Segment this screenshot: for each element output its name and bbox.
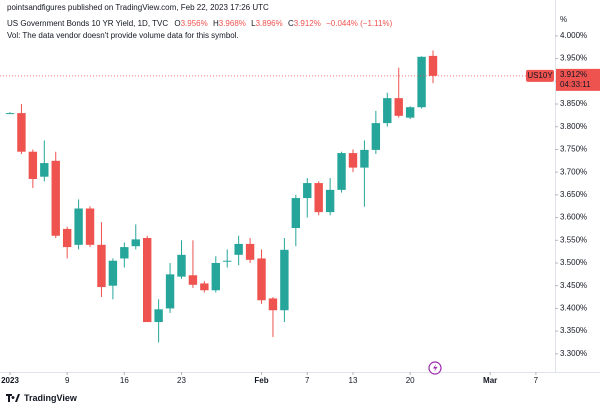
x-tick-label: 9 bbox=[65, 376, 70, 385]
candle-body bbox=[360, 149, 369, 168]
l-val: 3.896% bbox=[256, 19, 283, 28]
x-tick-label: 7 bbox=[534, 376, 539, 385]
y-tick-label: 3.400% bbox=[560, 304, 587, 313]
candle-body bbox=[325, 189, 335, 213]
o-val: 3.956% bbox=[181, 19, 208, 28]
logo-text: TradingView bbox=[24, 393, 78, 403]
y-tick-label: 3.950% bbox=[560, 54, 587, 63]
candle-body bbox=[223, 260, 232, 262]
h-key: H bbox=[213, 19, 219, 28]
x-tick-label: Feb bbox=[254, 376, 268, 385]
candle-body bbox=[51, 160, 60, 236]
y-tick-label: 3.850% bbox=[560, 99, 587, 108]
y-tick-label: 4.000% bbox=[560, 31, 587, 40]
candle-body bbox=[177, 254, 186, 277]
candle-body bbox=[28, 151, 38, 179]
volume-note: Vol: The data vendor doesn't provide vol… bbox=[7, 31, 239, 40]
x-tick-label: 23 bbox=[177, 376, 186, 385]
candle-body bbox=[291, 198, 301, 229]
candle-body bbox=[280, 249, 289, 311]
candle-body bbox=[74, 208, 83, 245]
published-line: pointsandfigures published on TradingVie… bbox=[7, 3, 269, 12]
candle-body bbox=[257, 258, 266, 301]
candle-body bbox=[131, 239, 140, 247]
candle-body bbox=[200, 283, 209, 291]
y-tick-label: 3.450% bbox=[560, 281, 587, 290]
candle-body bbox=[303, 183, 312, 199]
x-tick-label: 7 bbox=[305, 376, 310, 385]
y-tick-label: 3.700% bbox=[560, 167, 587, 176]
h-val: 3.968% bbox=[219, 19, 246, 28]
y-tick-label: 3.600% bbox=[560, 213, 587, 222]
candle-body bbox=[17, 113, 26, 152]
x-tick-label: 20 bbox=[406, 376, 415, 385]
logo-mark bbox=[6, 394, 20, 402]
candle-body bbox=[337, 153, 346, 190]
candle-body bbox=[85, 208, 95, 245]
c-key: C bbox=[288, 19, 294, 28]
logo: TradingView bbox=[6, 393, 78, 403]
axis-unit: % bbox=[560, 15, 567, 24]
candle-body bbox=[211, 262, 220, 291]
candle-body bbox=[394, 98, 403, 116]
events-icon[interactable] bbox=[428, 361, 442, 375]
candle-body bbox=[62, 228, 72, 248]
symbol: US Government Bonds 10 YR Yield, 1D, TVC bbox=[7, 19, 168, 28]
y-tick-label: 3.550% bbox=[560, 235, 587, 244]
candle-body bbox=[142, 238, 152, 323]
x-tick-label: 16 bbox=[120, 376, 129, 385]
candle-body bbox=[314, 183, 323, 213]
x-tick-label: 13 bbox=[349, 376, 358, 385]
x-tick-label: Mar bbox=[483, 376, 497, 385]
c-val: 3.912% bbox=[294, 19, 321, 28]
candle-body bbox=[417, 56, 426, 108]
y-tick-label: 3.300% bbox=[560, 349, 587, 358]
candle-body bbox=[268, 298, 278, 311]
ticker-box bbox=[526, 69, 554, 82]
price-box bbox=[556, 68, 600, 91]
events-bolt bbox=[433, 364, 438, 372]
price-label: 3.912% bbox=[560, 70, 587, 79]
candle-body bbox=[5, 113, 15, 115]
countdown-label: 04:33:11 bbox=[560, 80, 591, 89]
candle-body bbox=[120, 247, 129, 259]
o-key: O bbox=[174, 19, 180, 28]
candle-body bbox=[165, 274, 175, 309]
candle-body bbox=[428, 55, 438, 76]
candle-body bbox=[234, 243, 243, 255]
candle-body bbox=[371, 123, 381, 150]
header-line: US Government Bonds 10 YR Yield, 1D, TVC… bbox=[7, 19, 393, 28]
candle-body bbox=[188, 275, 198, 285]
ticker-label: US10Y bbox=[527, 71, 553, 80]
candle-body bbox=[245, 243, 255, 260]
l-key: L bbox=[251, 19, 256, 28]
y-tick-label: 3.500% bbox=[560, 258, 587, 267]
y-tick-label: 3.750% bbox=[560, 145, 587, 154]
y-tick-label: 3.350% bbox=[560, 326, 587, 335]
candle-body bbox=[405, 107, 415, 118]
candle-body bbox=[40, 163, 49, 177]
candle-body bbox=[97, 244, 106, 288]
candle-body bbox=[108, 260, 118, 286]
y-tick-label: 3.650% bbox=[560, 190, 587, 199]
candle-body bbox=[154, 309, 163, 323]
change: −0.044% (−1.11%) bbox=[326, 19, 392, 28]
candle-body bbox=[383, 98, 392, 124]
candle-body bbox=[348, 153, 358, 168]
x-tick-label: 2023 bbox=[1, 376, 19, 385]
y-tick-label: 3.800% bbox=[560, 122, 587, 131]
